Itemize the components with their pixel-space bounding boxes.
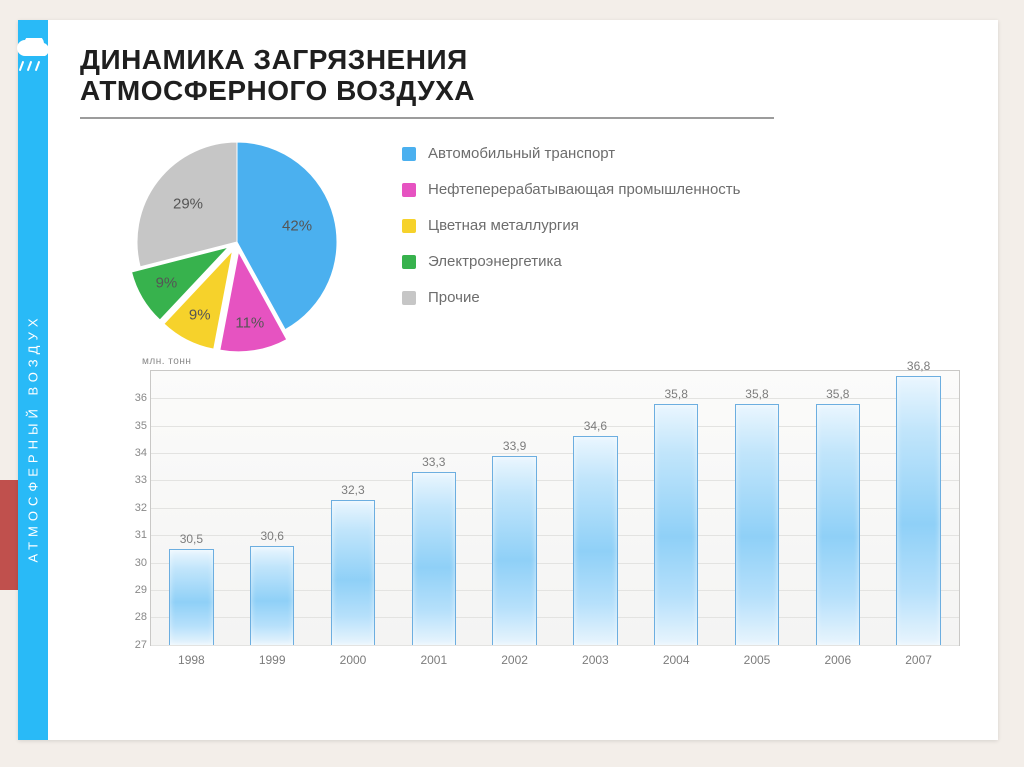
page-card: АТМОСФЕРНЫЙ ВОЗДУХ ДИНАМИКА ЗАГРЯЗНЕНИЯ … — [18, 20, 998, 740]
legend-label: Прочие — [428, 289, 480, 306]
y-tick-label: 34 — [119, 447, 147, 459]
y-tick-label: 29 — [119, 584, 147, 596]
y-tick-label: 30 — [119, 557, 147, 569]
title-line-1: ДИНАМИКА ЗАГРЯЗНЕНИЯ — [80, 44, 468, 75]
legend-swatch — [402, 147, 416, 161]
bar: 34,6 — [573, 436, 617, 644]
pie-slice-label: 9% — [189, 306, 211, 323]
legend-label: Нефтеперерабатывающая промышленность — [428, 181, 740, 198]
y-tick-label: 31 — [119, 529, 147, 541]
x-tick-label: 2002 — [501, 653, 528, 667]
bar: 35,8 — [816, 404, 860, 645]
y-tick-label: 33 — [119, 474, 147, 486]
y-tick-label: 27 — [119, 639, 147, 651]
legend-item: Электроэнергетика — [402, 244, 740, 280]
pie-slice-label: 9% — [156, 275, 178, 292]
pie-legend: Автомобильный транспорт Нефтеперерабатыва… — [402, 136, 740, 316]
bar: 35,8 — [654, 404, 698, 645]
bar: 36,8 — [896, 376, 940, 645]
y-tick-label: 28 — [119, 611, 147, 623]
bar-value-label: 35,8 — [745, 387, 768, 401]
bar-value-label: 33,9 — [503, 439, 526, 453]
pie-and-legend: 42% 11% 9% 9% 29% Автомобильный транспорт Неф… — [112, 132, 970, 352]
pie-slice-label: 42% — [282, 218, 312, 235]
bar: 35,8 — [735, 404, 779, 645]
legend-swatch — [402, 291, 416, 305]
bar-value-label: 35,8 — [665, 387, 688, 401]
bar-chart: млн. тонн 2728293031323334353630,5199830… — [100, 356, 970, 676]
left-accent-bar — [0, 480, 18, 590]
content-area: ДИНАМИКА ЗАГРЯЗНЕНИЯ АТМОСФЕРНОГО ВОЗДУХ… — [48, 20, 998, 740]
x-tick-label: 1999 — [259, 653, 286, 667]
x-tick-label: 2000 — [340, 653, 367, 667]
bar: 30,5 — [169, 549, 213, 645]
x-tick-label: 2001 — [420, 653, 447, 667]
legend-swatch — [402, 255, 416, 269]
bar-value-label: 35,8 — [826, 387, 849, 401]
bar: 33,3 — [412, 472, 456, 645]
grid-line — [151, 645, 959, 646]
legend-label: Электроэнергетика — [428, 253, 562, 270]
y-tick-label: 36 — [119, 392, 147, 404]
page-title: ДИНАМИКА ЗАГРЯЗНЕНИЯ АТМОСФЕРНОГО ВОЗДУХ… — [80, 44, 970, 107]
bar: 32,3 — [331, 500, 375, 645]
bar-value-label: 36,8 — [907, 359, 930, 373]
bar-value-label: 34,6 — [584, 419, 607, 433]
legend-item: Автомобильный транспорт — [402, 136, 740, 172]
pie-chart: 42% 11% 9% 9% 29% — [112, 132, 362, 352]
legend-item: Прочие — [402, 280, 740, 316]
y-tick-label: 35 — [119, 420, 147, 432]
legend-swatch — [402, 219, 416, 233]
x-tick-label: 2006 — [824, 653, 851, 667]
sidebar-label: АТМОСФЕРНЫЙ ВОЗДУХ — [26, 313, 41, 562]
title-rule — [80, 117, 970, 118]
bar-plot-area: 2728293031323334353630,5199830,6199932,3… — [150, 370, 960, 646]
x-tick-label: 1998 — [178, 653, 205, 667]
x-tick-label: 2004 — [663, 653, 690, 667]
y-tick-label: 32 — [119, 502, 147, 514]
legend-item: Нефтеперерабатывающая промышленность — [402, 172, 740, 208]
x-tick-label: 2005 — [744, 653, 771, 667]
bar-value-label: 30,5 — [180, 532, 203, 546]
legend-label: Цветная металлургия — [428, 217, 579, 234]
x-tick-label: 2007 — [905, 653, 932, 667]
bar-value-label: 32,3 — [341, 483, 364, 497]
bar-value-label: 33,3 — [422, 455, 445, 469]
legend-label: Автомобильный транспорт — [428, 145, 615, 162]
bar-y-axis-label: млн. тонн — [142, 356, 191, 367]
title-line-2: АТМОСФЕРНОГО ВОЗДУХА — [80, 75, 475, 106]
bar-value-label: 30,6 — [261, 529, 284, 543]
sidebar: АТМОСФЕРНЫЙ ВОЗДУХ — [18, 20, 48, 740]
legend-item: Цветная металлургия — [402, 208, 740, 244]
pie-slice-label: 11% — [235, 314, 264, 331]
pie-slice-label: 29% — [173, 195, 203, 212]
x-tick-label: 2003 — [582, 653, 609, 667]
bar: 30,6 — [250, 546, 294, 645]
bar: 33,9 — [492, 456, 536, 645]
legend-swatch — [402, 183, 416, 197]
